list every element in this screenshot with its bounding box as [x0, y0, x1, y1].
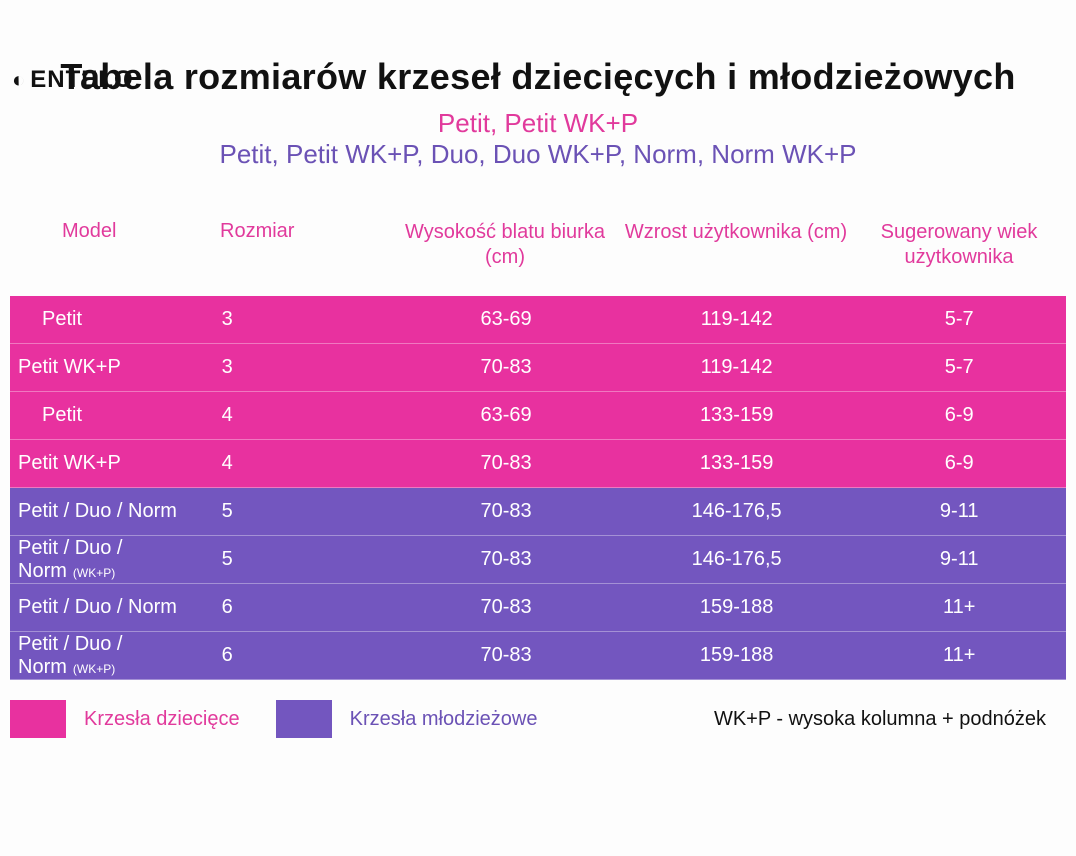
header-desk: Wysokość blatu biurka (cm): [390, 220, 620, 270]
cell-model: Petit / Duo / Norm(WK+P): [12, 537, 222, 583]
table-header-row: Model Rozmiar Wysokość blatu biurka (cm)…: [10, 220, 1066, 296]
cell-model-text: Petit: [42, 308, 82, 330]
cell-age: 9-11: [852, 548, 1066, 571]
brand-mark-icon: ◐: [12, 67, 26, 93]
brand-text: ENTELO: [30, 66, 133, 93]
cell-size: 3: [222, 308, 392, 331]
cell-desk: 70-83: [391, 596, 621, 619]
cell-size: 4: [222, 404, 392, 427]
legend-label-youth: Krzesła młodzieżowe: [350, 708, 538, 731]
subtitle-line-1: Petit, Petit WK+P: [0, 108, 1076, 139]
cell-size: 3: [222, 356, 392, 379]
cell-model-text: Petit: [42, 404, 82, 426]
cell-model: Petit / Duo / Norm: [12, 500, 222, 523]
cell-size: 5: [222, 548, 392, 571]
header-height: Wzrost użytkownika (cm): [620, 220, 852, 270]
cell-model: Petit WK+P: [12, 452, 222, 475]
cell-size: 6: [222, 596, 392, 619]
cell-model-text: Petit / Duo / Norm: [18, 596, 177, 618]
cell-age: 9-11: [852, 500, 1066, 523]
table-row: Petit WK+P 470-83133-1596-9: [10, 440, 1066, 488]
legend-label-children: Krzesła dziecięce: [84, 708, 240, 731]
table-row: Petit / Duo / Norm(WK+P)670-83159-18811+: [10, 632, 1066, 680]
cell-model-wk: (WK+P): [73, 566, 115, 580]
legend-swatch-purple: [276, 700, 332, 738]
cell-model: Petit / Duo / Norm: [12, 596, 222, 619]
cell-desk: 70-83: [391, 356, 621, 379]
cell-desk: 70-83: [391, 452, 621, 475]
cell-height: 159-188: [621, 596, 853, 619]
table-row: Petit WK+P 370-83119-1425-7: [10, 344, 1066, 392]
page-title: Tabela rozmiarów krzeseł dziecięcych i m…: [0, 56, 1076, 98]
cell-age: 6-9: [852, 404, 1066, 427]
header-age: Sugerowany wiek użytkownika: [852, 220, 1066, 270]
cell-height: 146-176,5: [621, 500, 853, 523]
header-size: Rozmiar: [220, 220, 390, 270]
cell-age: 5-7: [852, 356, 1066, 379]
cell-desk: 70-83: [391, 548, 621, 571]
table-row: Petit / Duo / Norm 570-83146-176,59-11: [10, 488, 1066, 536]
cell-model-text: Petit WK+P: [18, 452, 121, 474]
cell-model: Petit: [12, 308, 222, 331]
legend-note: WK+P - wysoka kolumna + podnóżek: [714, 708, 1066, 731]
cell-desk: 63-69: [391, 404, 621, 427]
cell-desk: 70-83: [391, 644, 621, 667]
cell-height: 133-159: [621, 452, 853, 475]
table-row: Petit / Duo / Norm(WK+P)570-83146-176,59…: [10, 536, 1066, 584]
table-row: Petit 463-69133-1596-9: [10, 392, 1066, 440]
table-row: Petit 363-69119-1425-7: [10, 296, 1066, 344]
legend: Krzesła dziecięce Krzesła młodzieżowe WK…: [10, 700, 1066, 738]
cell-desk: 70-83: [391, 500, 621, 523]
header-model: Model: [10, 220, 220, 270]
cell-age: 11+: [852, 644, 1066, 667]
cell-model: Petit WK+P: [12, 356, 222, 379]
size-table: Model Rozmiar Wysokość blatu biurka (cm)…: [10, 220, 1066, 680]
cell-height: 119-142: [621, 356, 853, 379]
legend-swatch-pink: [10, 700, 66, 738]
cell-age: 5-7: [852, 308, 1066, 331]
cell-model-wk: (WK+P): [73, 662, 115, 676]
subtitle-line-2: Petit, Petit WK+P, Duo, Duo WK+P, Norm, …: [0, 139, 1076, 170]
cell-size: 4: [222, 452, 392, 475]
cell-desk: 63-69: [391, 308, 621, 331]
cell-size: 5: [222, 500, 392, 523]
brand-logo: ◐ENTELO: [12, 66, 134, 94]
cell-size: 6: [222, 644, 392, 667]
table-row: Petit / Duo / Norm 670-83159-18811+: [10, 584, 1066, 632]
cell-age: 6-9: [852, 452, 1066, 475]
cell-model: Petit: [12, 404, 222, 427]
cell-age: 11+: [852, 596, 1066, 619]
cell-model-text: Petit WK+P: [18, 356, 121, 378]
cell-model-text: Petit / Duo / Norm: [18, 500, 177, 522]
cell-height: 119-142: [621, 308, 853, 331]
cell-height: 133-159: [621, 404, 853, 427]
cell-model: Petit / Duo / Norm(WK+P): [12, 633, 222, 679]
cell-height: 146-176,5: [621, 548, 853, 571]
cell-height: 159-188: [621, 644, 853, 667]
